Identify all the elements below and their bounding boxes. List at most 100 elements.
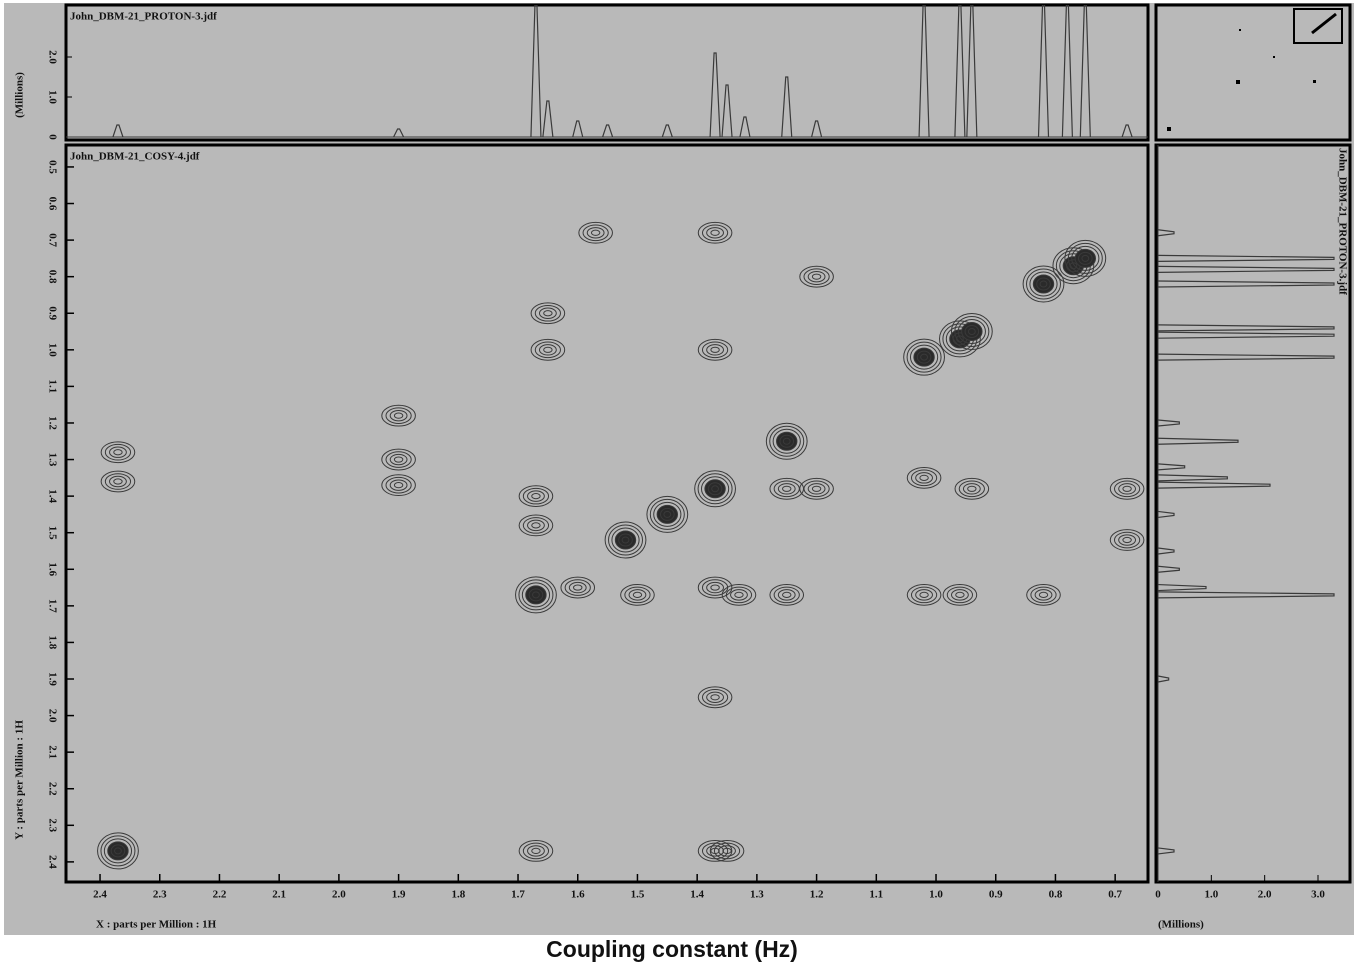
- cross-peak: [578, 221, 613, 244]
- cross-peak: [694, 470, 736, 508]
- proton-peak-vertical: [1157, 565, 1180, 573]
- cross-peak: [620, 583, 655, 606]
- x-tick-label: 1.9: [392, 889, 406, 901]
- cross-peak: [1022, 265, 1065, 303]
- cross-peak: [518, 485, 554, 508]
- cross-peak: [769, 477, 805, 500]
- cross-peak: [518, 514, 554, 537]
- proton-peak-vertical: [1157, 474, 1228, 482]
- cross-peak: [646, 495, 689, 533]
- proton-peak-vertical: [1157, 265, 1335, 273]
- cross-peak: [769, 583, 805, 606]
- cross-peak: [100, 470, 136, 493]
- x-tick-label: 1.1: [869, 889, 883, 901]
- y-tick-label: 2.2: [46, 782, 58, 796]
- y-tick-label: 2.0: [46, 709, 58, 723]
- cross-peak: [942, 583, 978, 606]
- proton-peak: [781, 76, 793, 138]
- top-y-tick-label: 1.0: [46, 90, 58, 104]
- x-tick-label: 1.5: [631, 889, 645, 901]
- y-tick-label: 0.8: [46, 270, 58, 284]
- x-tick-label: 1.3: [750, 889, 764, 901]
- y-tick-label: 2.1: [46, 745, 58, 759]
- proton-peak: [1037, 5, 1050, 138]
- x-tick-label: 1.2: [810, 889, 824, 901]
- proton-peak-vertical: [1157, 353, 1335, 361]
- top-y-tick-label: 0: [46, 134, 58, 140]
- cross-peak: [530, 338, 566, 361]
- cross-peak: [1064, 239, 1107, 277]
- y-tick-label: 1.4: [46, 489, 58, 503]
- chart-title: Coupling constant (Hz): [546, 936, 798, 962]
- cross-peak: [1109, 529, 1145, 551]
- cross-peak: [1026, 583, 1061, 606]
- proton-peak: [1061, 5, 1073, 138]
- cross-peak: [515, 576, 557, 614]
- proton-peak: [661, 124, 673, 138]
- cross-peak: [697, 221, 733, 244]
- proton-peak: [572, 120, 584, 138]
- x-axis-label: X : parts per Million : 1H: [96, 919, 217, 931]
- proton-peak: [739, 116, 751, 138]
- main-frame: [64, 143, 1150, 884]
- y-tick-label: 1.9: [46, 672, 58, 686]
- contour-area: [97, 221, 1145, 870]
- cross-peak: [697, 686, 733, 709]
- top-y-label: (Millions): [14, 72, 26, 118]
- top-frame: [64, 3, 1150, 142]
- proton-peak: [602, 124, 614, 138]
- x-tick-label: 0.7: [1108, 889, 1122, 901]
- right-x-tick-label: 0: [1155, 889, 1161, 901]
- x-tick-label: 2.0: [332, 889, 346, 901]
- x-tick-label: 1.6: [571, 889, 585, 901]
- y-tick-label: 0.6: [46, 197, 58, 211]
- right-x-label: (Millions): [1158, 919, 1204, 931]
- cross-peak: [697, 338, 733, 361]
- right-x-tick-label: 3.0: [1311, 889, 1325, 901]
- x-tick-label: 0.9: [989, 889, 1003, 901]
- x-tick-label: 1.4: [690, 889, 704, 901]
- cross-peak: [518, 840, 554, 862]
- proton-peak-vertical: [1157, 675, 1170, 683]
- x-tick-label: 1.8: [451, 889, 465, 901]
- right-spectrum: [1157, 145, 1335, 882]
- plot-background: [4, 3, 1354, 935]
- proton-peak-vertical: [1157, 254, 1335, 262]
- overview: [1167, 8, 1343, 131]
- proton-peak-vertical: [1157, 591, 1335, 599]
- cross-peak: [530, 302, 566, 325]
- top-label: John_DBM-21_PROTON-3.jdf: [70, 11, 217, 23]
- y-tick-label: 1.6: [46, 562, 58, 576]
- proton-peak-vertical: [1157, 229, 1175, 237]
- proton-peak: [542, 100, 554, 138]
- overview-frame: [1154, 3, 1352, 142]
- proton-peak-vertical: [1157, 419, 1180, 427]
- cross-peak: [765, 422, 808, 460]
- x-tick-label: 2.2: [213, 889, 227, 901]
- y-tick-label: 1.7: [46, 599, 58, 613]
- y-tick-label: 1.1: [46, 380, 58, 394]
- cross-peak: [1109, 477, 1145, 500]
- proton-peak: [721, 84, 733, 138]
- cross-peak: [381, 448, 416, 471]
- proton-peak: [918, 5, 930, 138]
- cross-peak: [97, 832, 139, 870]
- proton-peak: [709, 52, 721, 138]
- y-axis-label: Y : parts per Million : 1H: [14, 720, 26, 840]
- y-tick-label: 0.7: [46, 233, 58, 247]
- proton-peak: [393, 128, 405, 138]
- cross-peak: [100, 441, 136, 464]
- proton-peak: [1121, 124, 1133, 138]
- right-x-tick-label: 2.0: [1258, 889, 1272, 901]
- proton-peak-vertical: [1157, 481, 1271, 489]
- right-frame: [1154, 143, 1352, 884]
- proton-peak-vertical: [1157, 583, 1207, 592]
- cross-peak: [381, 404, 416, 427]
- cross-peak: [906, 466, 942, 489]
- right-x-tick-label: 1.0: [1204, 889, 1218, 901]
- cross-peak: [381, 474, 416, 497]
- cross-peak: [709, 840, 745, 862]
- proton-peak-vertical: [1157, 463, 1186, 471]
- proton-peak-vertical: [1157, 331, 1335, 339]
- proton-peak-vertical: [1157, 547, 1175, 555]
